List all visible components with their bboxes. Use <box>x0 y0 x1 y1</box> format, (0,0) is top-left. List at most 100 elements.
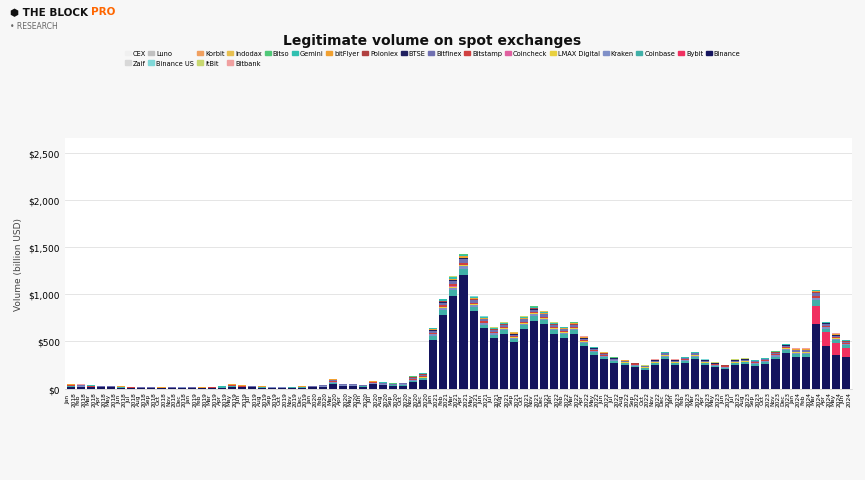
Bar <box>429 336 438 340</box>
Bar <box>701 365 709 389</box>
Bar <box>429 334 438 335</box>
Bar <box>459 267 467 270</box>
Y-axis label: Volume (billion USD): Volume (billion USD) <box>14 217 23 311</box>
Bar <box>450 287 458 288</box>
Bar <box>470 312 477 389</box>
Bar <box>832 344 840 355</box>
Bar <box>107 388 115 389</box>
Bar <box>620 365 629 389</box>
Bar <box>681 361 689 363</box>
Bar <box>741 362 749 364</box>
Bar <box>580 341 588 342</box>
Bar <box>811 291 820 292</box>
Bar <box>802 354 810 357</box>
Bar <box>721 368 729 370</box>
Bar <box>580 340 588 341</box>
Bar <box>509 334 518 335</box>
Bar <box>520 322 528 323</box>
Bar <box>540 319 548 321</box>
Bar <box>580 337 588 338</box>
Bar <box>530 308 538 309</box>
Bar <box>832 334 840 335</box>
Bar <box>580 339 588 340</box>
Bar <box>500 328 508 329</box>
Bar <box>500 325 508 327</box>
Bar <box>540 317 548 318</box>
Bar <box>490 334 497 335</box>
Bar <box>429 340 438 389</box>
Bar <box>479 324 488 325</box>
Bar <box>671 361 679 362</box>
Bar <box>470 304 477 305</box>
Bar <box>782 348 790 349</box>
Bar <box>420 379 427 380</box>
Bar <box>228 387 236 389</box>
Bar <box>822 329 830 332</box>
Bar <box>650 363 659 365</box>
Bar <box>429 335 438 336</box>
Bar <box>832 337 840 338</box>
Bar <box>470 298 477 299</box>
Bar <box>741 360 749 361</box>
Bar <box>509 340 518 343</box>
Bar <box>822 327 830 329</box>
Bar <box>772 353 779 354</box>
Bar <box>600 355 608 356</box>
Bar <box>127 388 135 389</box>
Bar <box>561 328 568 329</box>
Bar <box>439 315 447 389</box>
Bar <box>641 369 649 370</box>
Bar <box>177 388 186 389</box>
Bar <box>459 259 467 260</box>
Bar <box>550 323 558 324</box>
Bar <box>811 293 820 294</box>
Bar <box>459 270 467 276</box>
Bar <box>490 329 497 330</box>
Bar <box>490 330 497 332</box>
Bar <box>439 306 447 307</box>
Bar <box>439 311 447 315</box>
Bar <box>561 335 568 338</box>
Bar <box>218 388 226 389</box>
Bar <box>500 334 508 389</box>
Bar <box>420 378 427 379</box>
Bar <box>459 263 467 265</box>
Bar <box>701 363 709 365</box>
Bar <box>450 277 458 279</box>
Bar <box>540 325 548 389</box>
Bar <box>279 388 286 389</box>
Bar <box>802 350 810 352</box>
Bar <box>147 388 156 389</box>
Bar <box>681 359 689 360</box>
Bar <box>429 329 438 330</box>
Bar <box>238 387 246 389</box>
Bar <box>479 322 488 323</box>
Bar <box>450 279 458 280</box>
Bar <box>842 343 850 344</box>
Bar <box>450 297 458 389</box>
Bar <box>509 338 518 340</box>
Bar <box>580 343 588 347</box>
Bar <box>832 340 840 344</box>
Text: PRO: PRO <box>91 7 115 17</box>
Bar <box>570 328 578 329</box>
Bar <box>671 363 679 365</box>
Bar <box>782 346 790 348</box>
Bar <box>550 328 558 329</box>
Bar <box>701 361 709 362</box>
Bar <box>399 386 407 389</box>
Bar <box>329 383 336 384</box>
Bar <box>731 363 740 365</box>
Bar <box>459 276 467 389</box>
Bar <box>138 388 145 389</box>
Bar <box>87 387 95 389</box>
Bar <box>752 364 759 366</box>
Bar <box>822 324 830 326</box>
Bar <box>540 321 548 325</box>
Bar <box>450 280 458 281</box>
Bar <box>731 361 740 362</box>
Bar <box>561 332 568 333</box>
Bar <box>67 385 75 386</box>
Bar <box>822 322 830 323</box>
Bar <box>811 306 820 325</box>
